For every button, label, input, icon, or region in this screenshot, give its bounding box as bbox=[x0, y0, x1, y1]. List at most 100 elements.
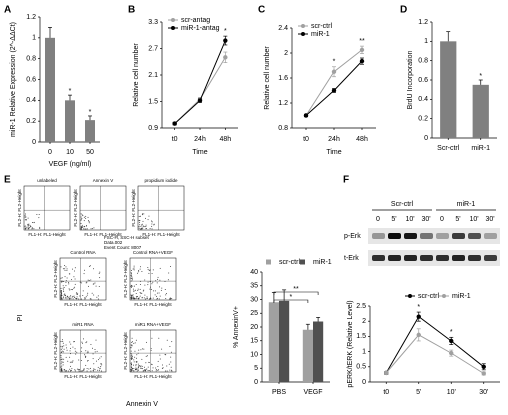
y-tick-label: 1 bbox=[424, 38, 428, 45]
flow-dot bbox=[82, 342, 84, 344]
flow-dot bbox=[136, 297, 138, 299]
flow-dot bbox=[130, 350, 132, 352]
flow-dot bbox=[97, 298, 99, 300]
flow-dot bbox=[155, 280, 157, 282]
series-line bbox=[174, 57, 226, 124]
flow-dot bbox=[137, 367, 139, 369]
flow-dot bbox=[80, 370, 82, 372]
flow-dot bbox=[131, 274, 133, 276]
flow-dot bbox=[81, 214, 83, 216]
flow-dot bbox=[60, 363, 62, 365]
flow-dot bbox=[155, 370, 157, 372]
flow-dot bbox=[91, 228, 93, 230]
flow-dot bbox=[90, 228, 92, 230]
flow-dot bbox=[82, 370, 84, 372]
flow-dot bbox=[151, 283, 153, 285]
series-line bbox=[385, 315, 485, 374]
flow-dot bbox=[63, 369, 65, 371]
flow-dot bbox=[61, 365, 63, 367]
flow-dot bbox=[169, 297, 171, 299]
flow-dot bbox=[85, 342, 87, 344]
flow-dot bbox=[130, 344, 132, 346]
flow-dot bbox=[156, 282, 158, 284]
flow-dot bbox=[65, 266, 67, 268]
flow-dot bbox=[141, 227, 143, 229]
flow-dot bbox=[152, 367, 154, 369]
blot-band bbox=[420, 255, 433, 261]
flow-dot bbox=[140, 228, 142, 230]
flow-dot bbox=[141, 348, 143, 350]
flow-dot bbox=[60, 266, 62, 268]
y-tick-label: 15 bbox=[250, 338, 258, 345]
plot-x-label: FL1-H: FL1-Height bbox=[84, 232, 122, 237]
flow-dot bbox=[151, 225, 153, 227]
data-point bbox=[481, 364, 486, 369]
flow-dot bbox=[62, 340, 64, 342]
data-point bbox=[416, 314, 421, 319]
y-tick-label: 2.5 bbox=[356, 303, 366, 310]
significance-mark: * bbox=[333, 59, 336, 66]
flow-dot bbox=[153, 224, 155, 226]
flow-dot bbox=[145, 224, 147, 226]
flow-dot bbox=[147, 366, 149, 368]
y-tick-label: 0.4 bbox=[418, 96, 428, 103]
group-label: Scr-ctrl bbox=[391, 201, 414, 208]
flow-dot bbox=[94, 351, 96, 353]
bar bbox=[302, 329, 313, 382]
flow-dot bbox=[62, 287, 64, 289]
flow-dot bbox=[146, 355, 148, 357]
flow-dot bbox=[82, 295, 84, 297]
flow-dot bbox=[159, 279, 161, 281]
flow-dot bbox=[130, 295, 132, 297]
legend-marker bbox=[408, 294, 412, 298]
flow-dot bbox=[140, 215, 142, 217]
flow-dot bbox=[63, 351, 65, 353]
flow-dot bbox=[131, 344, 133, 346]
flow-dot bbox=[39, 226, 41, 228]
y-tick-label: 5 bbox=[254, 365, 258, 372]
flow-dot bbox=[84, 354, 86, 356]
flow-dot bbox=[61, 345, 63, 347]
significance-mark: ** bbox=[293, 286, 299, 293]
flow-dot bbox=[98, 370, 100, 372]
flow-dot bbox=[164, 353, 166, 355]
flow-dot bbox=[161, 348, 163, 350]
flow-dot bbox=[64, 268, 66, 270]
flow-dot bbox=[70, 370, 72, 372]
flow-dot bbox=[72, 295, 74, 297]
flow-dot bbox=[68, 283, 70, 285]
flow-dot bbox=[97, 366, 99, 368]
flow-dot bbox=[96, 296, 98, 298]
flow-dot bbox=[73, 287, 75, 289]
flow-dot bbox=[84, 269, 86, 271]
flow-dot bbox=[157, 276, 159, 278]
flow-dot bbox=[81, 224, 83, 226]
flow-dot bbox=[99, 277, 101, 279]
gate-info: Event Count: 8007 bbox=[104, 245, 142, 250]
flow-dot bbox=[60, 290, 62, 292]
flow-dot bbox=[65, 280, 67, 282]
flow-dot bbox=[171, 298, 173, 300]
flow-dot bbox=[164, 370, 166, 372]
flow-dot bbox=[83, 228, 85, 230]
flow-dot bbox=[81, 282, 83, 284]
y-tick-label: 0.2 bbox=[418, 116, 428, 123]
x-tick-label: 0 bbox=[48, 149, 52, 156]
y-tick-label: 1.6 bbox=[278, 75, 288, 82]
legend-marker bbox=[442, 294, 446, 298]
flow-dot bbox=[151, 364, 153, 366]
flow-dot bbox=[135, 364, 137, 366]
flow-dot bbox=[131, 357, 133, 359]
flow-dot bbox=[62, 364, 64, 366]
flow-dot bbox=[154, 294, 156, 296]
flow-dot bbox=[64, 276, 66, 278]
flow-dot bbox=[69, 350, 71, 352]
significance-mark: * bbox=[417, 304, 420, 311]
flow-dot bbox=[66, 349, 68, 351]
flow-dot bbox=[140, 365, 142, 367]
flow-dot bbox=[171, 369, 173, 371]
y-tick-label: 0 bbox=[32, 139, 36, 146]
significance-mark: ** bbox=[359, 38, 365, 45]
flow-dot bbox=[133, 265, 135, 267]
plot-title: Annexin V bbox=[93, 178, 114, 183]
